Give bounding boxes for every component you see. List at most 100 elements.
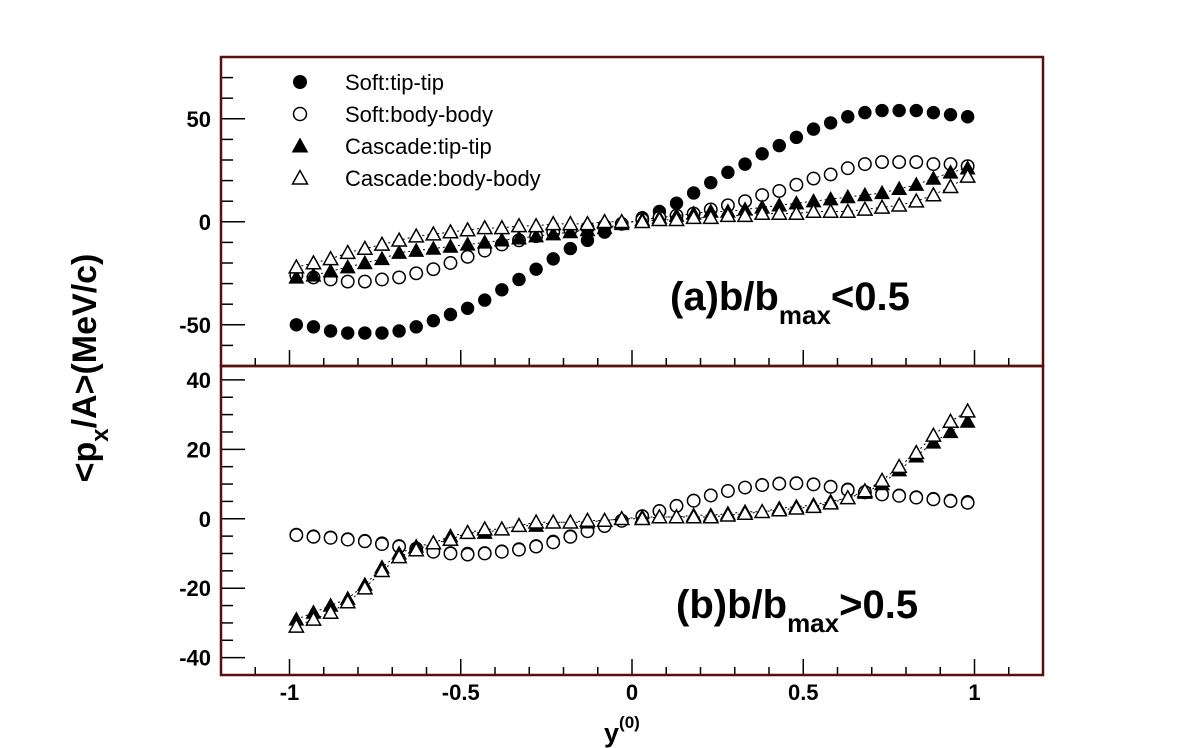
panel-b-series bbox=[287, 402, 977, 633]
data-point bbox=[942, 178, 959, 194]
data-point bbox=[407, 541, 425, 557]
data-point bbox=[546, 535, 561, 550]
data-point bbox=[494, 544, 509, 559]
data-point bbox=[738, 480, 752, 495]
data-point bbox=[613, 510, 631, 526]
legend-label: Cascade:body-body bbox=[345, 166, 541, 191]
panel-b-annotation-tail: >0.5 bbox=[839, 583, 918, 627]
panel-b-annotation-sub: max bbox=[787, 608, 840, 638]
data-point bbox=[426, 262, 441, 277]
data-point bbox=[544, 513, 562, 529]
data-point bbox=[856, 482, 874, 498]
data-point bbox=[960, 110, 975, 124]
legend-item: Cascade:body-body bbox=[291, 166, 541, 191]
data-point bbox=[787, 204, 805, 221]
panel-a-series bbox=[287, 103, 977, 340]
legend-item: Cascade:tip-tip bbox=[291, 134, 492, 159]
data-point bbox=[736, 504, 754, 521]
data-point bbox=[770, 204, 788, 221]
data-point bbox=[805, 497, 822, 514]
data-point bbox=[476, 219, 494, 235]
data-point bbox=[738, 157, 752, 171]
data-point bbox=[527, 513, 545, 529]
data-point bbox=[493, 232, 510, 247]
data-point bbox=[391, 244, 408, 259]
data-point bbox=[340, 274, 355, 289]
legend-marker bbox=[293, 75, 307, 89]
y-tick-label: 50 bbox=[187, 107, 211, 132]
data-point bbox=[822, 202, 840, 218]
data-point bbox=[459, 523, 477, 540]
data-point bbox=[373, 235, 391, 251]
data-point bbox=[493, 520, 511, 536]
legend-marker bbox=[291, 137, 309, 153]
data-point bbox=[442, 530, 459, 547]
data-point bbox=[755, 147, 769, 161]
data-point bbox=[510, 217, 528, 233]
data-point bbox=[823, 116, 838, 130]
data-point bbox=[476, 520, 494, 536]
data-point bbox=[787, 499, 805, 515]
data-point bbox=[925, 170, 942, 185]
data-point bbox=[719, 506, 737, 522]
data-point bbox=[356, 579, 374, 595]
data-point bbox=[633, 510, 651, 526]
data-point bbox=[942, 412, 959, 429]
data-point bbox=[892, 103, 906, 118]
data-point bbox=[702, 508, 720, 524]
data-point bbox=[926, 157, 941, 172]
x-tick-label: -0.5 bbox=[442, 680, 480, 705]
data-point bbox=[806, 122, 821, 136]
data-point bbox=[613, 213, 631, 229]
data-point bbox=[323, 324, 338, 338]
data-point bbox=[789, 177, 804, 192]
data-point bbox=[959, 402, 977, 418]
data-point bbox=[668, 508, 685, 524]
x-axis-title-sup: (0) bbox=[619, 713, 640, 732]
data-point bbox=[510, 230, 527, 245]
data-point bbox=[942, 164, 959, 179]
data-point bbox=[873, 471, 891, 488]
data-point bbox=[755, 478, 770, 493]
data-point bbox=[357, 274, 372, 289]
data-point bbox=[789, 130, 804, 145]
data-point bbox=[375, 537, 389, 552]
data-point bbox=[443, 307, 458, 322]
data-point bbox=[753, 503, 771, 519]
data-point bbox=[909, 103, 923, 118]
data-point bbox=[562, 223, 579, 239]
data-point bbox=[907, 444, 925, 460]
data-point bbox=[339, 258, 356, 274]
y-tick-label: -20 bbox=[179, 576, 211, 601]
data-point bbox=[563, 241, 578, 256]
data-point bbox=[390, 231, 408, 247]
panel-b-ticks bbox=[221, 379, 1010, 676]
series-soft-body-body bbox=[289, 476, 975, 562]
data-point bbox=[959, 413, 976, 428]
series-cascade-body-body bbox=[287, 167, 977, 274]
y-axis-title-post: /A>(MeV/c) bbox=[66, 254, 104, 429]
data-point bbox=[596, 213, 614, 229]
data-point bbox=[426, 313, 441, 328]
x-tick-labels: -1 -0.5 0 0.5 1 bbox=[280, 680, 981, 705]
data-point bbox=[287, 258, 305, 274]
data-point bbox=[528, 228, 545, 243]
data-point bbox=[339, 244, 357, 260]
data-point bbox=[477, 546, 492, 561]
data-point bbox=[924, 186, 942, 202]
y-tick-label: 0 bbox=[199, 210, 211, 235]
data-point bbox=[460, 301, 475, 316]
data-point bbox=[442, 223, 459, 239]
data-point bbox=[288, 269, 305, 284]
data-point bbox=[392, 270, 407, 285]
data-point bbox=[874, 184, 891, 200]
y-axis-title-pre: <p bbox=[66, 442, 104, 483]
data-point bbox=[805, 202, 822, 218]
data-point bbox=[356, 254, 373, 270]
data-point bbox=[529, 262, 543, 276]
data-point bbox=[789, 476, 804, 491]
legend: Soft:tip-tip Soft:body-body Cascade:tip-ti… bbox=[291, 70, 541, 191]
legend-label: Soft:tip-tip bbox=[345, 70, 444, 95]
panel-a-ticks bbox=[221, 56, 1010, 367]
data-point bbox=[909, 155, 924, 170]
